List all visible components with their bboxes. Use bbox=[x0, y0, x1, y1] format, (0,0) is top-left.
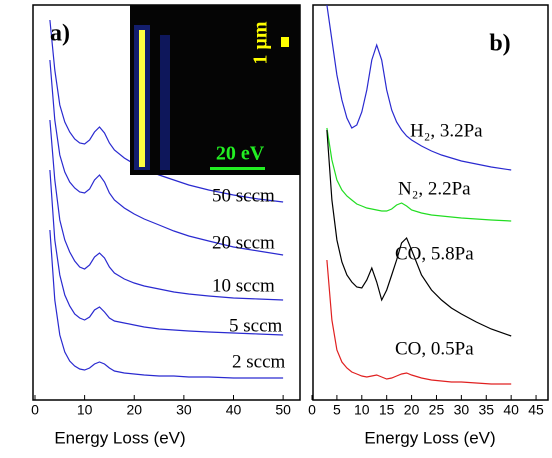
x-tick-label: 40 bbox=[503, 402, 519, 418]
series-label: CO, 5.8Pa bbox=[395, 243, 474, 264]
x-tick-label: 30 bbox=[176, 402, 192, 418]
x-tick-label: 0 bbox=[308, 402, 316, 418]
series-label: 50 sccm bbox=[212, 185, 275, 206]
spectrum-line bbox=[327, 260, 511, 384]
x-axis-label: Energy Loss (eV) bbox=[54, 428, 185, 447]
x-tick-label: 50 bbox=[275, 402, 291, 418]
scale-bar-length bbox=[281, 37, 289, 47]
scale-bar-energy bbox=[210, 167, 265, 170]
x-axis-label: Energy Loss (eV) bbox=[364, 428, 495, 447]
series-label: 20 sccm bbox=[212, 232, 275, 253]
series-label: 5 sccm bbox=[229, 315, 283, 336]
spectrum-line bbox=[327, 130, 511, 336]
x-tick-label: 40 bbox=[226, 402, 242, 418]
series-label: N₂, 2.2Pa bbox=[398, 178, 471, 199]
inset-energy-label: 20 eV bbox=[216, 143, 265, 165]
panel-label: b) bbox=[489, 31, 510, 57]
x-tick-label: 45 bbox=[528, 402, 544, 418]
x-tick-label: 5 bbox=[333, 402, 341, 418]
spectrum-line bbox=[327, 5, 511, 170]
x-tick-label: 10 bbox=[77, 402, 93, 418]
x-tick-label: 15 bbox=[379, 402, 395, 418]
x-tick-label: 20 bbox=[404, 402, 420, 418]
x-tick-label: 0 bbox=[31, 402, 39, 418]
series-label: 10 sccm bbox=[212, 275, 275, 296]
figure: 01020304050Energy Loss (eV)50 sccm20 scc… bbox=[0, 0, 552, 458]
series-label: CO, 0.5Pa bbox=[395, 338, 474, 359]
page: 01020304050Energy Loss (eV)50 sccm20 scc… bbox=[0, 0, 552, 458]
series-label: H₂, 3.2Pa bbox=[410, 120, 483, 141]
panel-label: a) bbox=[50, 21, 70, 47]
x-tick-label: 20 bbox=[126, 402, 142, 418]
x-tick-label: 25 bbox=[429, 402, 445, 418]
series-label: 2 sccm bbox=[232, 351, 286, 372]
inset-length-label: 1 µm bbox=[250, 21, 272, 65]
spectrum-line bbox=[327, 128, 511, 221]
x-tick-label: 30 bbox=[454, 402, 470, 418]
bright-line bbox=[139, 30, 145, 167]
inset-image: 1 µm 20 eV bbox=[130, 5, 300, 175]
x-tick-label: 10 bbox=[354, 402, 370, 418]
glow-2 bbox=[160, 35, 170, 170]
x-tick-label: 35 bbox=[478, 402, 494, 418]
